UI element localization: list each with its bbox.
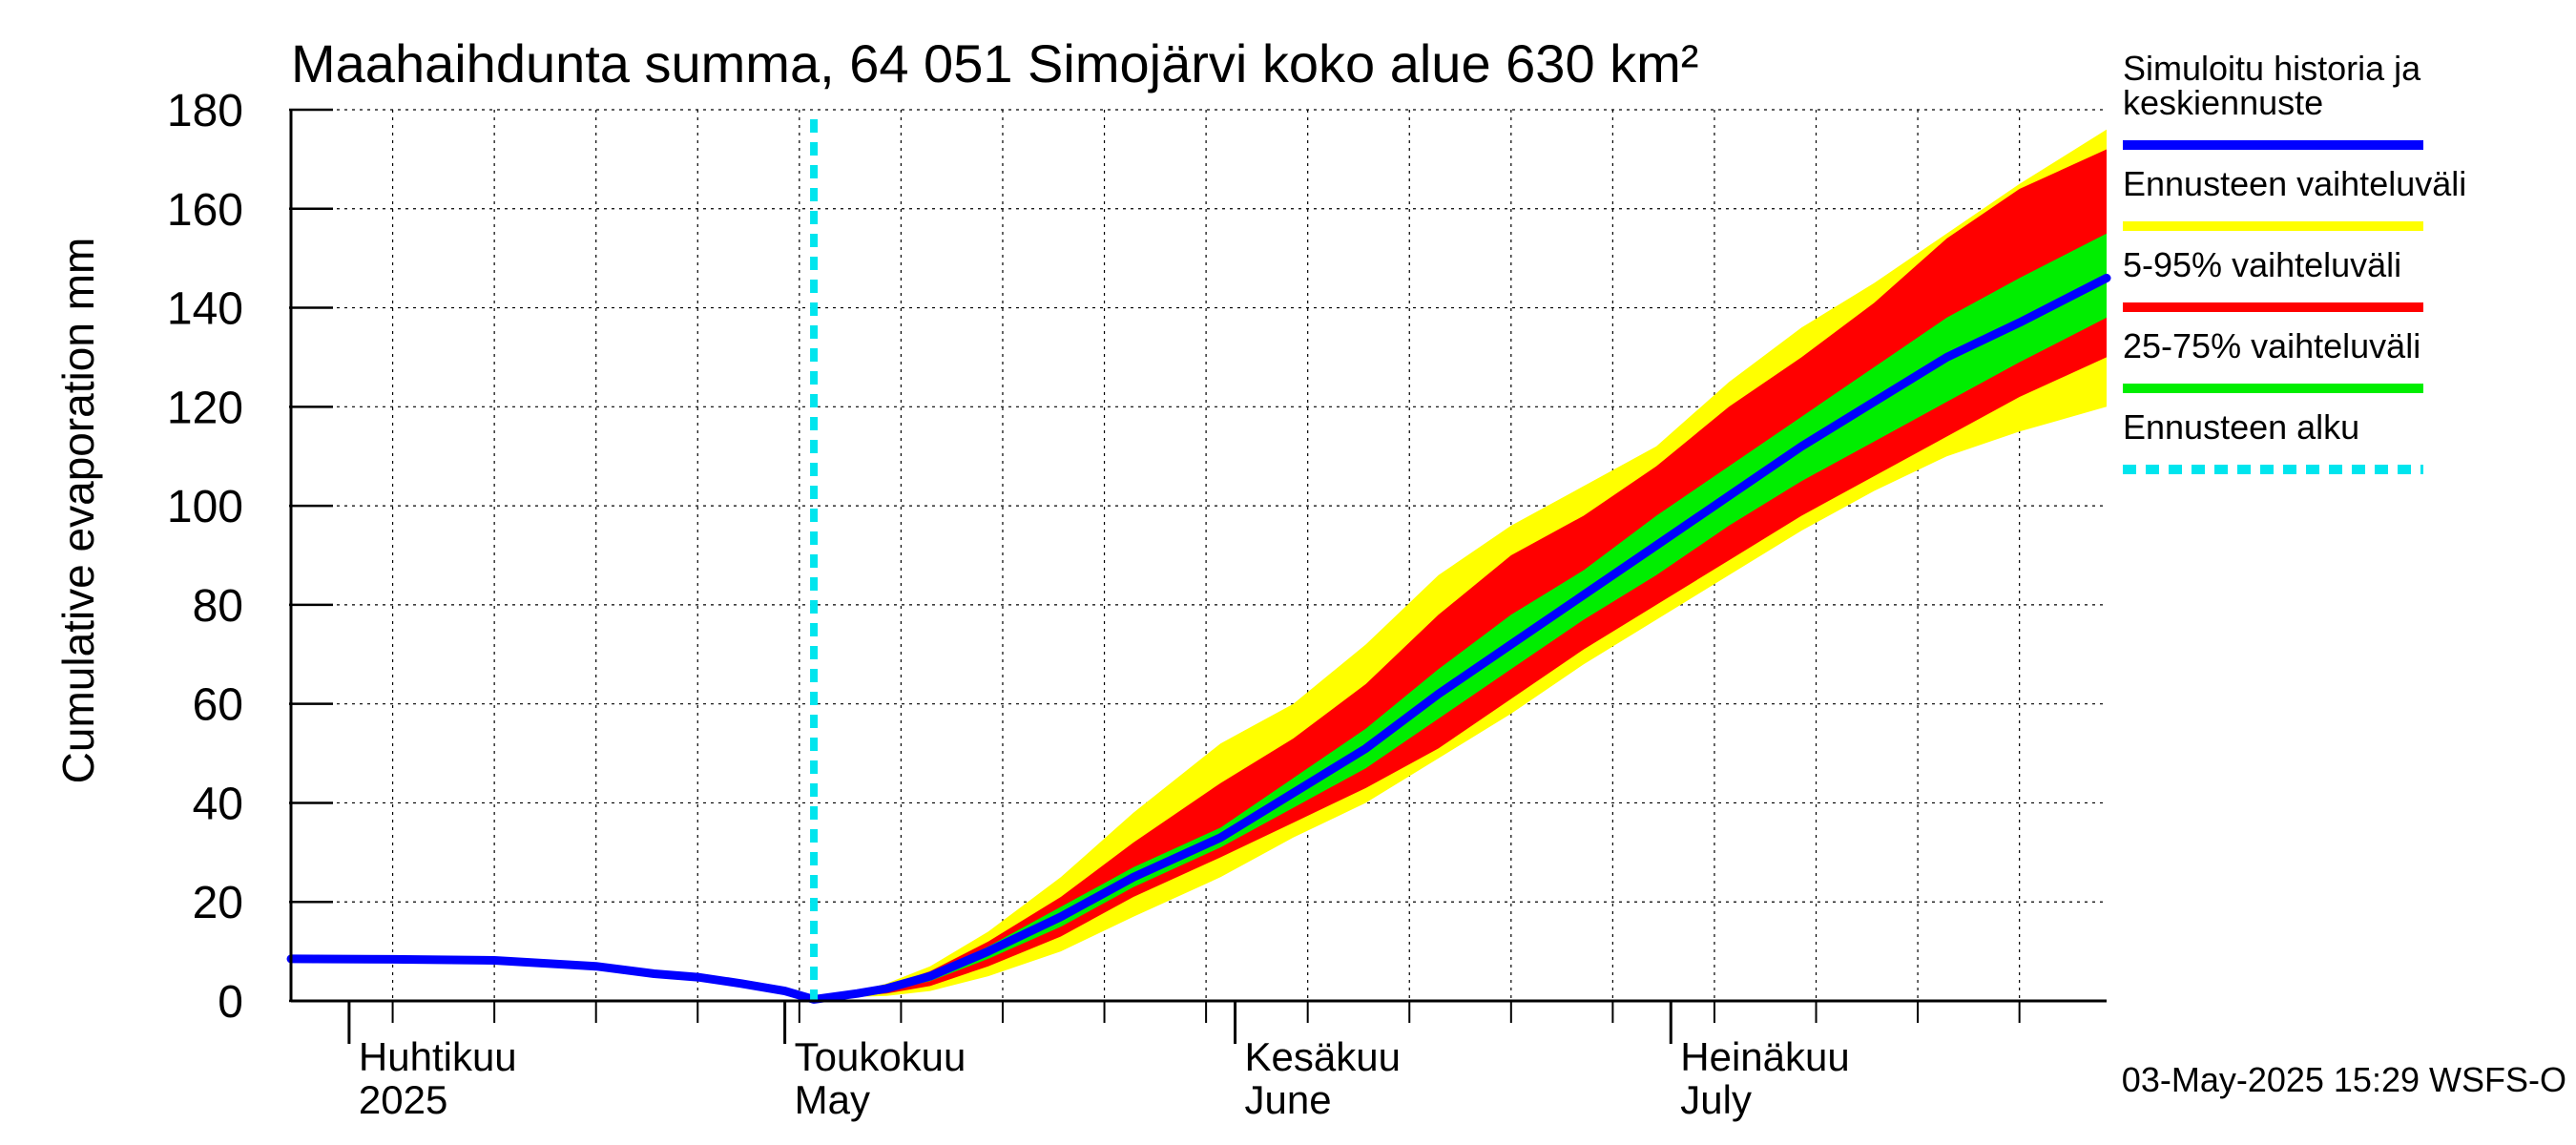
month-sublabel: 2025 (359, 1077, 447, 1122)
y-axis-label: Cumulative evaporation mm (53, 238, 103, 784)
legend-item: Ennusteen vaihteluväli (2123, 164, 2466, 231)
month-label: Kesäkuu (1245, 1034, 1401, 1079)
legend-label: Ennusteen vaihteluväli (2123, 164, 2466, 203)
legend-item: 25-75% vaihteluväli (2123, 326, 2423, 393)
y-tick-label: 0 (218, 977, 243, 1028)
median-line (286, 273, 2111, 1004)
legend-label: Simuloitu historia ja (2123, 49, 2421, 88)
month-label: Toukokuu (795, 1034, 966, 1079)
y-tick-label: 160 (167, 185, 243, 236)
month-label: Huhtikuu (359, 1034, 517, 1079)
band-25-75 (814, 233, 2107, 1000)
legend-item: 5-95% vaihteluväli (2123, 245, 2423, 312)
y-tick-label: 40 (193, 779, 243, 829)
legend-label: 25-75% vaihteluväli (2123, 326, 2420, 365)
legend-label: keskiennuste (2123, 83, 2323, 122)
legend-label: 5-95% vaihteluväli (2123, 245, 2401, 284)
y-tick-label: 80 (193, 581, 243, 632)
y-tick-label: 180 (167, 86, 243, 136)
y-tick-label: 100 (167, 482, 243, 532)
y-tick-label: 60 (193, 680, 243, 731)
month-sublabel: July (1680, 1077, 1752, 1122)
month-sublabel: May (795, 1077, 870, 1122)
month-sublabel: June (1245, 1077, 1332, 1122)
month-label: Heinäkuu (1680, 1034, 1849, 1079)
y-tick-label: 140 (167, 284, 243, 335)
y-tick-label: 20 (193, 878, 243, 928)
legend-item: Ennusteen alku (2123, 407, 2423, 474)
legend-label: Ennusteen alku (2123, 407, 2359, 447)
band-5-95 (814, 149, 2107, 1000)
timestamp-footer: 03-May-2025 15:29 WSFS-O (2122, 1060, 2566, 1099)
y-tick-label: 120 (167, 383, 243, 433)
chart-title: Maahaihdunta summa, 64 051 Simojärvi kok… (291, 33, 1698, 94)
forecast-range-band (814, 129, 2107, 1000)
